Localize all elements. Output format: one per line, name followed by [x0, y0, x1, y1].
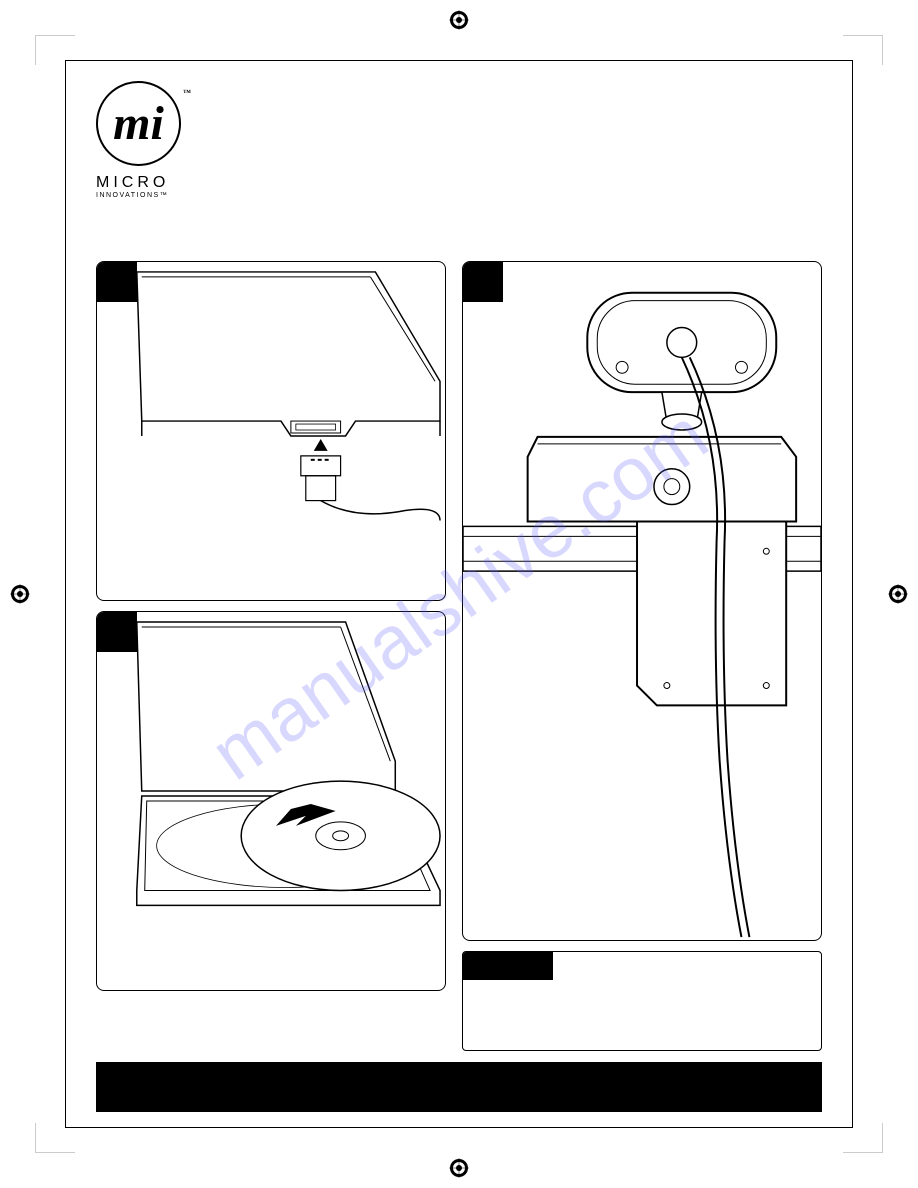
usb-illustration [97, 262, 445, 600]
panel-webcam-mount [462, 261, 822, 941]
page-frame: mi ™ MICRO INNOVATIONS™ [65, 60, 853, 1128]
registration-mark-left [10, 584, 30, 604]
brand-logo: mi ™ MICRO INNOVATIONS™ [96, 81, 206, 199]
panel-cd-install [96, 611, 446, 991]
cd-illustration [97, 612, 445, 990]
panel-2-number [97, 612, 137, 652]
registration-mark-right [888, 584, 908, 604]
registration-mark-bottom [449, 1158, 469, 1178]
panel-info-box [462, 951, 822, 1051]
panel-1-number [97, 262, 137, 302]
registration-mark-top [449, 10, 469, 30]
logo-brand-line1: MICRO [96, 174, 206, 192]
panel-4-label [463, 952, 553, 980]
panel-3-number [463, 262, 503, 302]
logo-script: mi [113, 96, 164, 151]
logo-tm: ™ [183, 88, 191, 97]
webcam-illustration [463, 262, 821, 940]
logo-circle: mi ™ [96, 81, 181, 166]
panel-usb-connect [96, 261, 446, 601]
logo-brand-line2: INNOVATIONS™ [96, 192, 206, 199]
bottom-bar [96, 1062, 822, 1112]
